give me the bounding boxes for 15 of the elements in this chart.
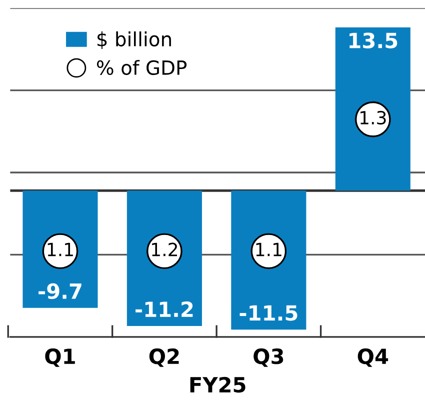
data-label: -11.5 xyxy=(240,305,298,321)
legend-label: $ billion xyxy=(97,31,171,50)
x-axis-title: FY25 xyxy=(190,376,246,393)
x-tick-label: Q3 xyxy=(254,348,284,367)
data-label: -9.7 xyxy=(38,283,82,300)
x-tick-label: Q1 xyxy=(45,348,75,367)
annotation: 1.1 xyxy=(256,242,282,256)
x-tick-label: Q4 xyxy=(358,348,388,367)
annotation: 1.2 xyxy=(152,242,177,256)
data-label: -11.2 xyxy=(136,301,193,317)
data-label: 13.5 xyxy=(350,32,398,48)
annotation: 1.1 xyxy=(48,242,73,256)
annotation: 1.3 xyxy=(360,110,386,125)
legend-label: % of GDP xyxy=(96,60,187,76)
x-tick-label: Q2 xyxy=(149,348,179,367)
